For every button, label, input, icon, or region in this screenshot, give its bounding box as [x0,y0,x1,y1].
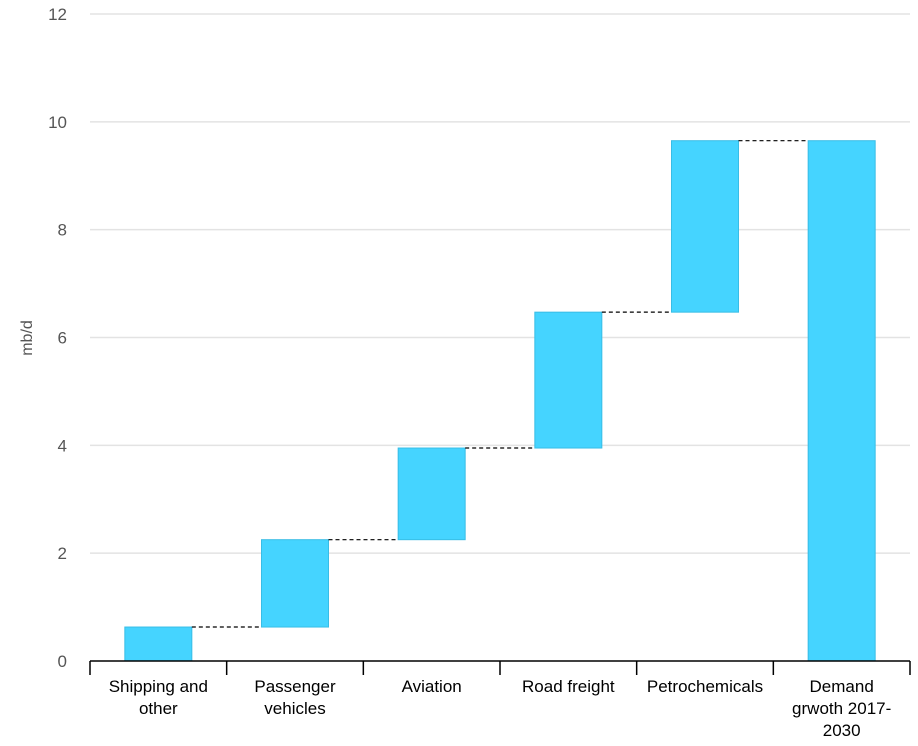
x-category-label: Aviation [402,677,462,696]
connectors [191,140,809,628]
x-axis [89,660,911,675]
y-tick-label: 0 [58,652,67,671]
waterfall-bar [397,447,466,541]
y-tick-label: 4 [58,436,67,455]
x-category-label: Shipping and other [109,677,208,718]
waterfall-bar [671,140,739,313]
y-tick-label: 12 [48,5,67,24]
waterfall-bar [124,626,193,662]
waterfall-bar [261,539,329,628]
gridlines [90,13,910,554]
y-tick-label: 2 [58,544,67,563]
y-axis-ticks: 0 2 4 6 8 10 12 [48,5,67,671]
y-axis-label: mb/d [19,320,36,356]
x-category-label: Road freight [522,677,615,696]
y-tick-label: 8 [58,221,67,240]
y-tick-label: 6 [58,329,67,348]
x-category-label: Passenger vehicles [254,677,336,718]
x-category-label: Petrochemicals [647,677,763,696]
total-bar [807,140,876,662]
waterfall-bar [534,311,603,449]
y-tick-label: 10 [48,113,67,132]
x-axis-category-labels: Shipping and other Passenger vehicles Aviati… [109,677,892,740]
x-category-label: Demand grwoth 2017-2030 [792,677,891,740]
bars [124,140,876,662]
